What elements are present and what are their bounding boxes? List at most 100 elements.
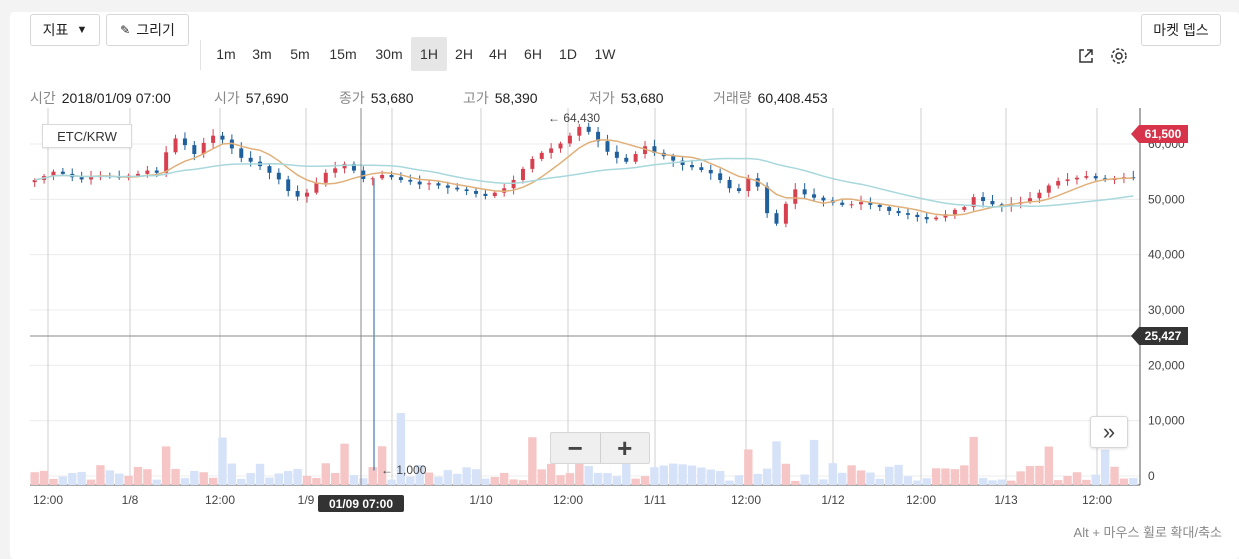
volume-bar	[706, 469, 715, 485]
candle-body	[1084, 176, 1089, 178]
x-tick-label: 1/12	[821, 493, 845, 507]
volume-bar	[453, 473, 462, 485]
timeframe-4h[interactable]: 4H	[489, 46, 507, 62]
volume-bar	[847, 465, 856, 485]
info-close: 종가 53,680	[339, 88, 414, 108]
volume-bar	[1129, 478, 1138, 485]
low-marker-label: ← 1,000	[381, 463, 427, 477]
y-tick-label: 10,000	[1148, 414, 1185, 428]
volume-bar	[39, 470, 49, 485]
candle-body	[699, 167, 704, 171]
timeframe-1w[interactable]: 1W	[594, 46, 616, 62]
candle-body	[990, 200, 995, 205]
volume-bar	[1044, 446, 1053, 485]
volume-bar	[546, 463, 556, 485]
candle-body	[32, 179, 37, 183]
volume-bar	[415, 465, 424, 485]
x-tick-label: 1/8	[122, 493, 139, 507]
volume-bar	[274, 473, 284, 485]
volume-bar	[988, 480, 997, 485]
candle-body	[1037, 192, 1042, 199]
x-tick-label: 12:00	[1082, 493, 1112, 507]
candle-body	[1093, 176, 1098, 179]
candle-body	[840, 202, 845, 205]
x-tick-label: 12:00	[33, 493, 63, 507]
candle-body	[398, 177, 403, 180]
volume-bar	[133, 466, 143, 485]
external-link-icon[interactable]	[1074, 44, 1098, 68]
candle-body	[849, 204, 854, 206]
volume-bar	[913, 480, 922, 485]
indicator-label: 지표	[42, 22, 69, 38]
volume-bar	[838, 472, 847, 485]
volume-bar	[1025, 466, 1035, 485]
candle-body	[79, 177, 84, 180]
timeframe-1h[interactable]: 1H	[411, 37, 447, 71]
zoom-out-button[interactable]: −	[567, 432, 583, 463]
candle-body	[201, 142, 206, 154]
moving-average-long	[34, 157, 1134, 208]
timeframe-5m[interactable]: 5m	[290, 46, 310, 62]
candle-body	[389, 174, 394, 178]
timeframe-2h[interactable]: 2H	[455, 46, 473, 62]
volume-bar	[471, 469, 481, 485]
candle-body	[812, 194, 817, 198]
scroll-right-button[interactable]: »	[1090, 416, 1128, 448]
candle-body	[351, 163, 356, 171]
candle-body	[558, 143, 563, 149]
last-price-tag-bg	[1131, 125, 1188, 143]
candle-body	[633, 153, 638, 162]
timeframe-15m[interactable]: 15m	[329, 46, 357, 62]
close-value: 53,680	[370, 90, 414, 106]
candle-body	[1056, 181, 1061, 186]
volume-bar	[462, 467, 471, 485]
candle-body	[464, 189, 469, 192]
timeframe-1m[interactable]: 1m	[216, 46, 236, 62]
candle-body	[51, 171, 56, 177]
volume-bar	[1007, 480, 1016, 485]
draw-button[interactable]: ✎ 그리기	[106, 14, 189, 46]
market-depth-label: 마켓 뎁스	[1153, 22, 1209, 38]
high-value: 58,390	[494, 90, 538, 106]
volume-bar	[593, 472, 603, 485]
timeframe-6h[interactable]: 6H	[524, 46, 542, 62]
volume-bar	[800, 474, 809, 485]
candle-body	[248, 157, 253, 162]
volume-bar	[1082, 479, 1091, 485]
volume-bar	[349, 475, 359, 485]
candle-body	[1028, 198, 1033, 203]
volume-bar	[340, 443, 349, 485]
volume-bar	[631, 478, 640, 485]
candle-body	[774, 213, 779, 224]
candle-body	[342, 163, 347, 169]
indicator-button[interactable]: 지표 ▼	[30, 14, 100, 46]
volume-bar	[1119, 478, 1129, 485]
volume-bar	[791, 480, 800, 485]
volume-bar	[903, 476, 913, 485]
gear-icon[interactable]	[1107, 44, 1131, 68]
volume-bar	[875, 478, 884, 485]
candle-body	[689, 165, 694, 168]
volume-bar	[1072, 472, 1082, 485]
market-depth-button[interactable]: 마켓 뎁스	[1141, 14, 1221, 46]
timeframe-1d[interactable]: 1D	[559, 46, 577, 62]
candle-body	[981, 197, 986, 201]
x-tick-label: 12:00	[731, 493, 761, 507]
candle-body	[427, 183, 432, 185]
close-label: 종가	[339, 90, 365, 106]
candle-body	[765, 186, 770, 214]
timeframe-3m[interactable]: 3m	[252, 46, 272, 62]
volume-bar	[612, 476, 622, 485]
volume-bar	[1091, 474, 1100, 485]
volume-bar	[443, 470, 453, 485]
volume-bar	[227, 463, 237, 485]
candle-body	[164, 152, 169, 173]
zoom-control: − +	[550, 432, 650, 464]
zoom-in-button[interactable]: +	[617, 432, 633, 463]
candle-body	[333, 168, 338, 173]
candle-body	[905, 213, 910, 215]
volume-bar	[312, 477, 321, 485]
volume-bar	[218, 437, 227, 485]
timeframe-30m[interactable]: 30m	[375, 46, 403, 62]
